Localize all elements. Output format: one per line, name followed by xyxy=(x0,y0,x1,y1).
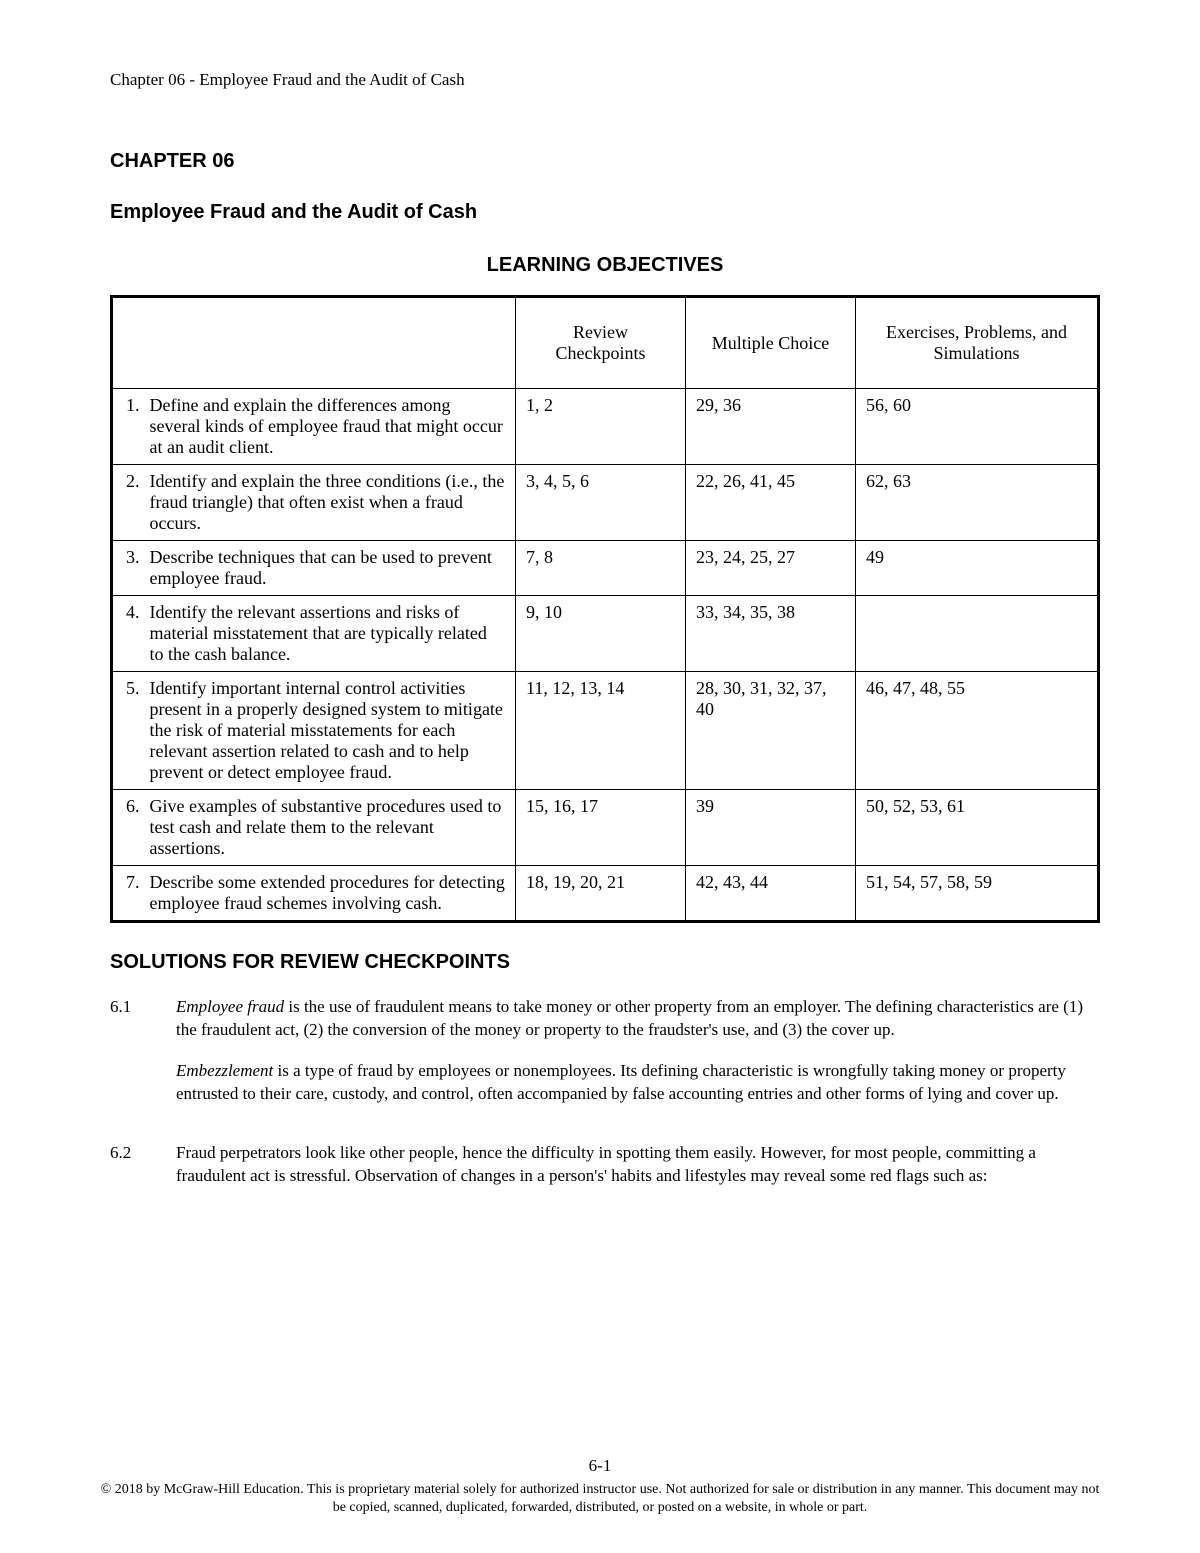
row-number: 7. xyxy=(112,866,146,922)
exercises-cell: 49 xyxy=(856,541,1099,596)
table-row: 6.Give examples of substantive procedure… xyxy=(112,790,1099,866)
review-checkpoints-cell: 3, 4, 5, 6 xyxy=(516,465,686,541)
row-number: 3. xyxy=(112,541,146,596)
solution-number: 6.1 xyxy=(110,996,176,1124)
col-header-blank xyxy=(112,297,516,389)
multiple-choice-cell: 33, 34, 35, 38 xyxy=(686,596,856,672)
table-row: 5.Identify important internal control ac… xyxy=(112,672,1099,790)
col-header-mc: Multiple Choice xyxy=(686,297,856,389)
review-checkpoints-cell: 7, 8 xyxy=(516,541,686,596)
solution-text: is a type of fraud by employees or nonem… xyxy=(176,1061,1066,1103)
table-row: 1.Define and explain the differences amo… xyxy=(112,389,1099,465)
exercises-cell: 46, 47, 48, 55 xyxy=(856,672,1099,790)
col-header-ex: Exercises, Problems, and Simulations xyxy=(856,297,1099,389)
objective-text: Give examples of substantive procedures … xyxy=(146,790,516,866)
solutions-heading: SOLUTIONS FOR REVIEW CHECKPOINTS xyxy=(110,951,1100,974)
exercises-cell xyxy=(856,596,1099,672)
page-footer: 6-1 © 2018 by McGraw-Hill Education. Thi… xyxy=(100,1455,1100,1517)
table-row: 2.Identify and explain the three conditi… xyxy=(112,465,1099,541)
review-checkpoints-cell: 9, 10 xyxy=(516,596,686,672)
objective-text: Describe some extended procedures for de… xyxy=(146,866,516,922)
page-number: 6-1 xyxy=(100,1455,1100,1477)
table-row: 4.Identify the relevant assertions and r… xyxy=(112,596,1099,672)
multiple-choice-cell: 23, 24, 25, 27 xyxy=(686,541,856,596)
row-number: 5. xyxy=(112,672,146,790)
chapter-number: CHAPTER 06 xyxy=(110,150,1100,173)
row-number: 4. xyxy=(112,596,146,672)
exercises-cell: 50, 52, 53, 61 xyxy=(856,790,1099,866)
exercises-cell: 51, 54, 57, 58, 59 xyxy=(856,866,1099,922)
row-number: 6. xyxy=(112,790,146,866)
row-number: 1. xyxy=(112,389,146,465)
review-checkpoints-cell: 11, 12, 13, 14 xyxy=(516,672,686,790)
term-employee-fraud: Employee fraud xyxy=(176,997,284,1016)
objective-text: Identify the relevant assertions and ris… xyxy=(146,596,516,672)
solution-body: Employee fraud is the use of fraudulent … xyxy=(176,996,1100,1124)
term-embezzlement: Embezzlement xyxy=(176,1061,273,1080)
multiple-choice-cell: 39 xyxy=(686,790,856,866)
exercises-cell: 56, 60 xyxy=(856,389,1099,465)
review-checkpoints-cell: 15, 16, 17 xyxy=(516,790,686,866)
col-header-review: Review Checkpoints xyxy=(516,297,686,389)
solution-body: Fraud perpetrators look like other peopl… xyxy=(176,1142,1100,1206)
multiple-choice-cell: 28, 30, 31, 32, 37, 40 xyxy=(686,672,856,790)
multiple-choice-cell: 22, 26, 41, 45 xyxy=(686,465,856,541)
objective-text: Identify important internal control acti… xyxy=(146,672,516,790)
review-checkpoints-cell: 1, 2 xyxy=(516,389,686,465)
objective-text: Identify and explain the three condition… xyxy=(146,465,516,541)
review-checkpoints-cell: 18, 19, 20, 21 xyxy=(516,866,686,922)
row-number: 2. xyxy=(112,465,146,541)
learning-objectives-table: Review Checkpoints Multiple Choice Exerc… xyxy=(110,295,1100,923)
learning-objectives-heading: LEARNING OBJECTIVES xyxy=(110,254,1100,277)
objective-text: Define and explain the differences among… xyxy=(146,389,516,465)
copyright-notice: © 2018 by McGraw-Hill Education. This is… xyxy=(100,1481,1100,1517)
multiple-choice-cell: 42, 43, 44 xyxy=(686,866,856,922)
solution-6-1: 6.1 Employee fraud is the use of fraudul… xyxy=(110,996,1100,1124)
chapter-title: Employee Fraud and the Audit of Cash xyxy=(110,201,1100,224)
running-header: Chapter 06 - Employee Fraud and the Audi… xyxy=(110,70,1100,90)
solution-text: Fraud perpetrators look like other peopl… xyxy=(176,1142,1100,1188)
solution-number: 6.2 xyxy=(110,1142,176,1206)
exercises-cell: 62, 63 xyxy=(856,465,1099,541)
table-row: 3.Describe techniques that can be used t… xyxy=(112,541,1099,596)
multiple-choice-cell: 29, 36 xyxy=(686,389,856,465)
objective-text: Describe techniques that can be used to … xyxy=(146,541,516,596)
table-row: 7.Describe some extended procedures for … xyxy=(112,866,1099,922)
solution-6-2: 6.2 Fraud perpetrators look like other p… xyxy=(110,1142,1100,1206)
solution-text: is the use of fraudulent means to take m… xyxy=(176,997,1083,1039)
